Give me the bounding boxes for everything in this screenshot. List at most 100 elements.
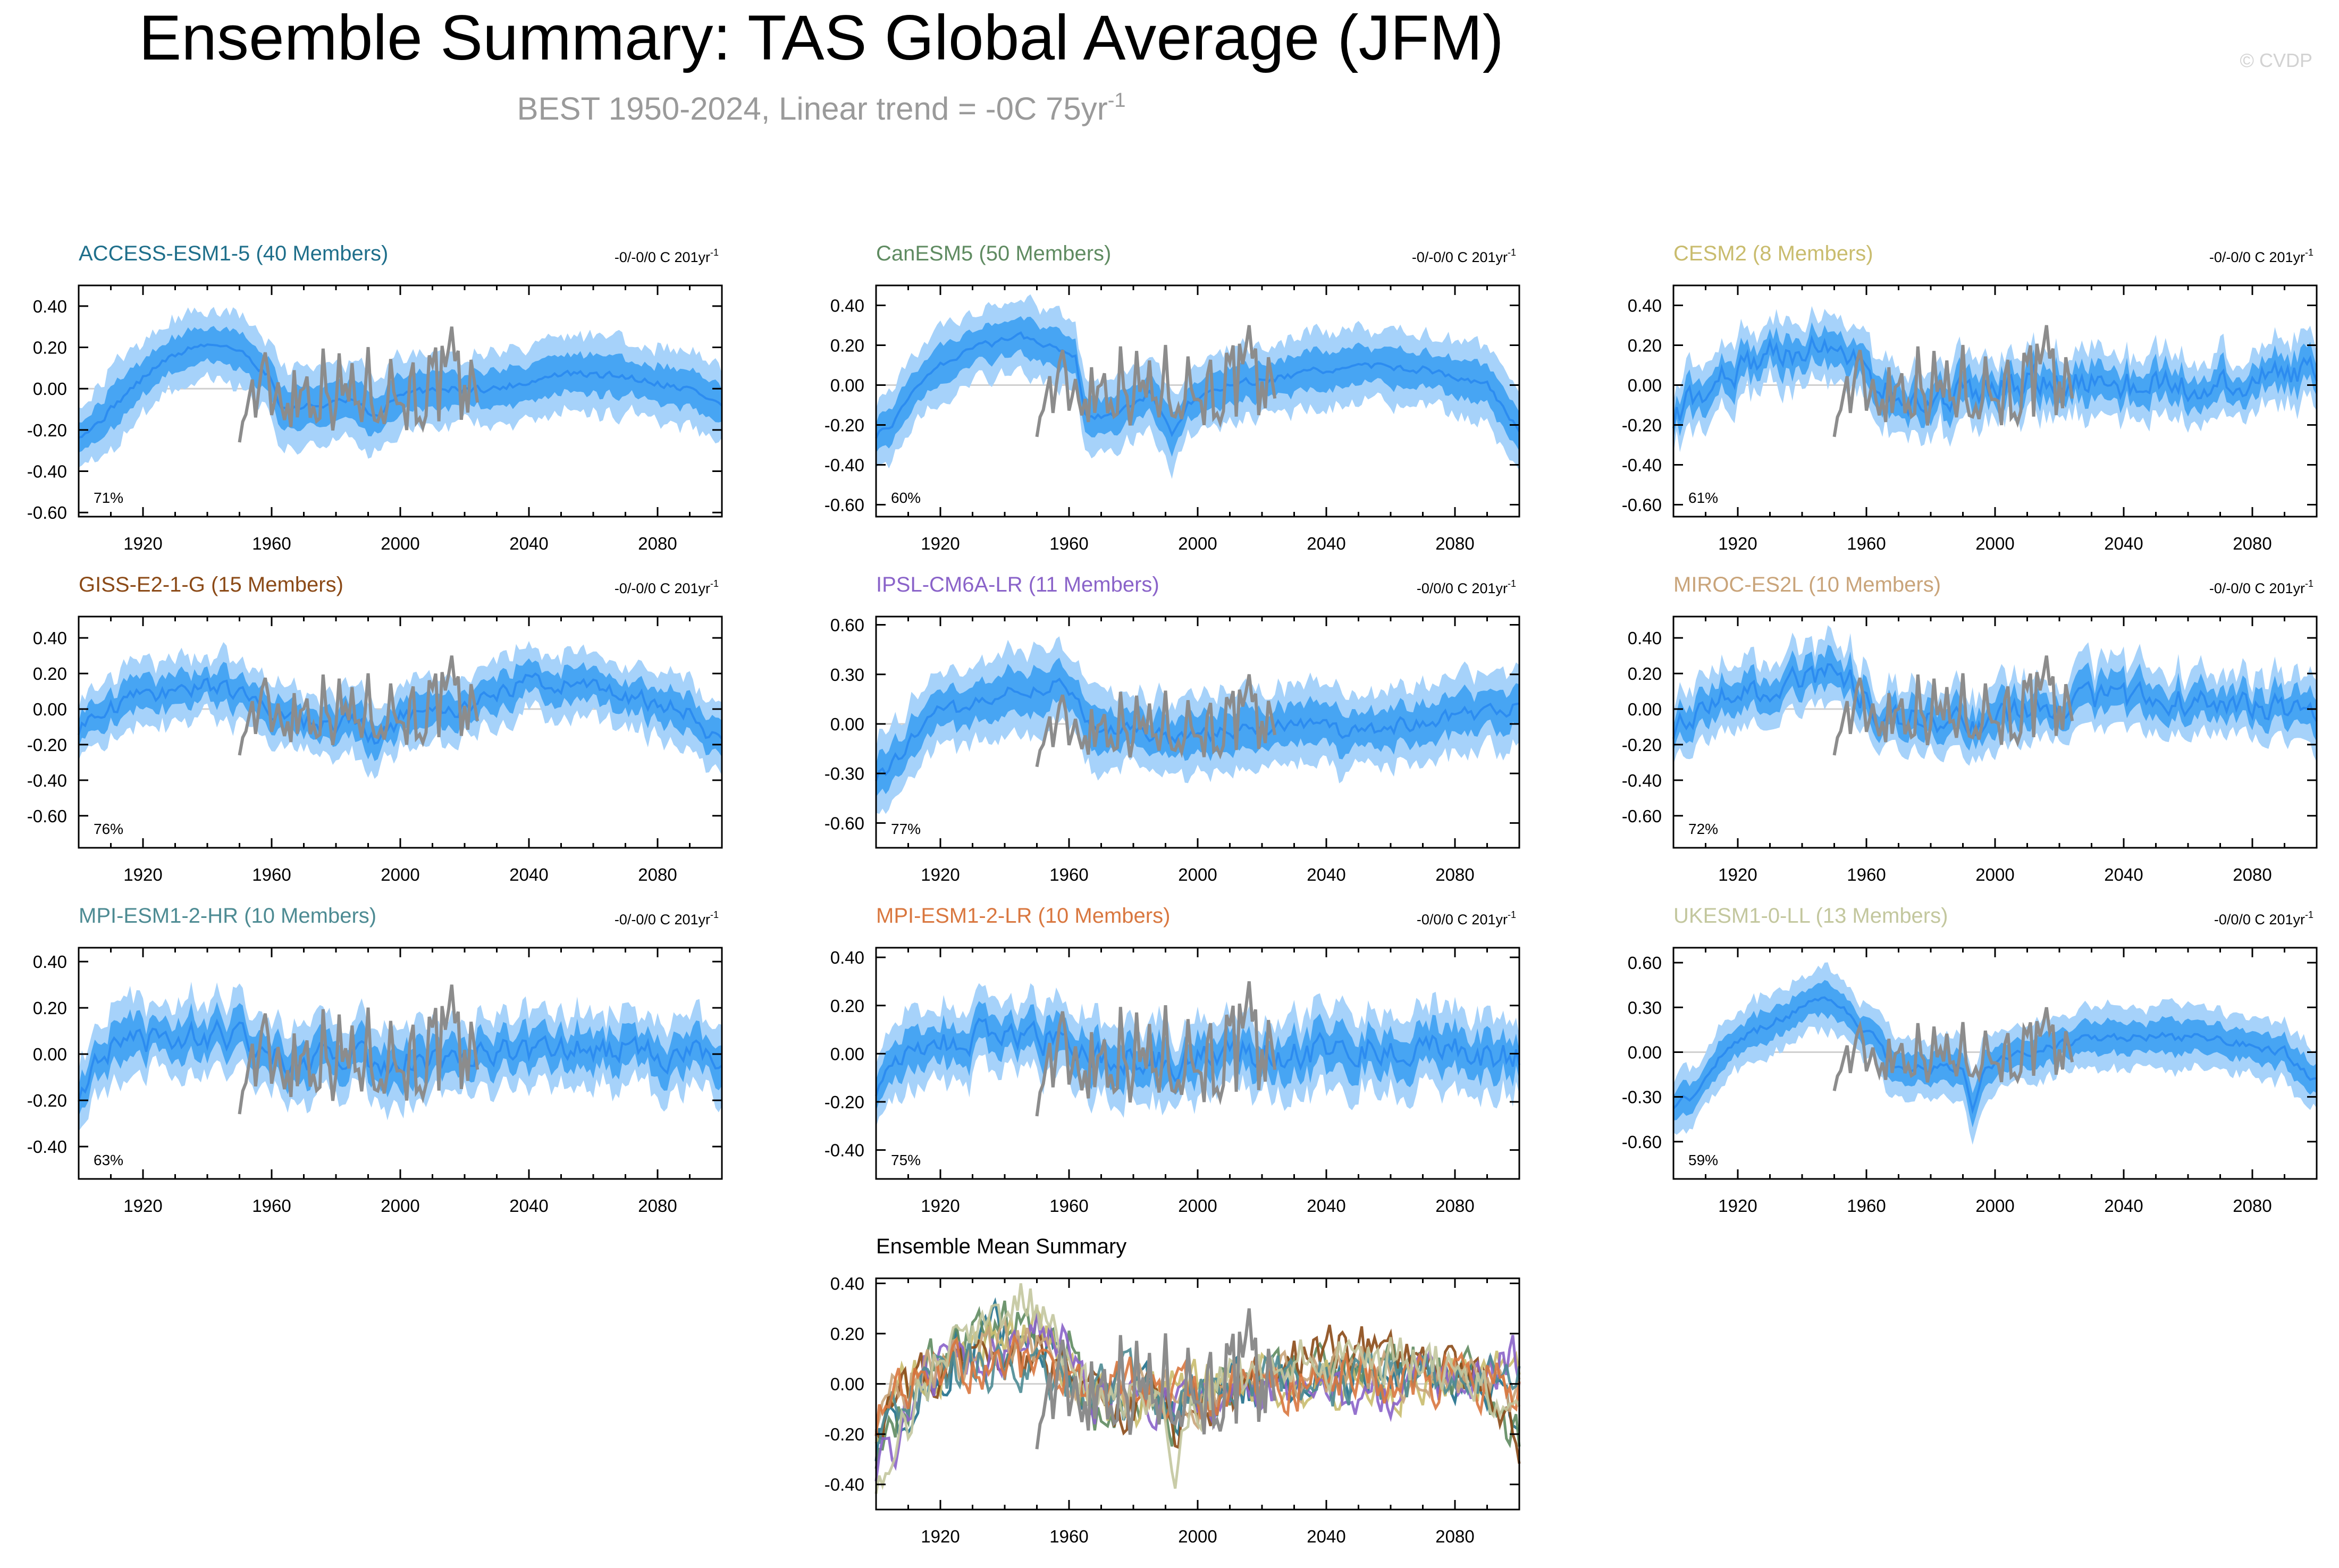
x-axis: 1920 1960 2000 2040 2080 bbox=[78, 948, 723, 1216]
percent-label: 61% bbox=[1688, 490, 1718, 506]
y-tick-label: 0.00 bbox=[1628, 1042, 1662, 1062]
trend-label: -0/-0/0 C 201yr-1 bbox=[615, 909, 719, 928]
panel-title: Ensemble Mean Summary bbox=[876, 1235, 1126, 1258]
x-tick-label: 2080 bbox=[2233, 534, 2271, 553]
y-tick-label: -0.60 bbox=[1622, 495, 1662, 515]
y-tick-label: 0.30 bbox=[1628, 998, 1662, 1017]
x-axis: 1920 1960 2000 2040 2080 bbox=[78, 617, 723, 884]
panel-title: IPSL-CM6A-LR (11 Members) bbox=[876, 573, 1159, 596]
observations-line bbox=[1035, 674, 1277, 768]
x-tick-label: 2040 bbox=[509, 534, 548, 553]
percent-label: 71% bbox=[94, 490, 123, 506]
ensemble-iqr-band bbox=[876, 657, 1519, 797]
x-tick-label: 1920 bbox=[123, 534, 162, 553]
y-tick-label: -0.40 bbox=[824, 1141, 864, 1160]
x-tick-label: 1920 bbox=[921, 1196, 960, 1216]
x-tick-label: 2040 bbox=[1307, 865, 1345, 884]
panel-title: GISS-E2-1-G (15 Members) bbox=[79, 573, 343, 596]
panel-title: ACCESS-ESM1-5 (40 Members) bbox=[79, 242, 388, 265]
y-tick-label: -0.40 bbox=[27, 771, 67, 790]
chart-panel: 0.60 0.30 0.00 -0.30 -0.60 1920 1960 2000 2040 20… bbox=[1622, 904, 2318, 1216]
ensemble-iqr-band bbox=[1673, 322, 2317, 441]
panel-title: MPI-ESM1-2-LR (10 Members) bbox=[876, 904, 1170, 928]
y-tick-label: -0.40 bbox=[1622, 771, 1662, 790]
y-axis: 0.40 0.20 0.00 -0.20 -0.40 -0.60 bbox=[1622, 296, 2317, 515]
y-axis: 0.40 0.20 0.00 -0.20 -0.40 -0.60 bbox=[27, 297, 722, 522]
observations-line bbox=[1832, 1007, 2074, 1091]
x-tick-label: 2040 bbox=[1307, 534, 1345, 553]
y-tick-label: -0.60 bbox=[1622, 1132, 1662, 1152]
y-tick-label: -0.20 bbox=[824, 416, 864, 435]
x-tick-label: 1920 bbox=[1718, 534, 1757, 553]
x-tick-label: 1920 bbox=[921, 865, 960, 884]
x-tick-label: 2040 bbox=[509, 865, 548, 884]
y-tick-label: -0.20 bbox=[824, 1424, 864, 1444]
y-tick-label: -0.40 bbox=[27, 462, 67, 482]
observations-line bbox=[1035, 1308, 1277, 1449]
trend-label: -0/-0/0 C 201yr-1 bbox=[1412, 247, 1516, 265]
y-axis: 0.40 0.20 0.00 -0.20 -0.40 -0.60 bbox=[1622, 628, 2317, 826]
x-tick-label: 2080 bbox=[638, 865, 677, 884]
x-tick-label: 2040 bbox=[2104, 534, 2143, 553]
y-tick-label: 0.20 bbox=[830, 336, 864, 356]
x-tick-label: 2000 bbox=[1975, 1196, 2014, 1216]
observations-line bbox=[1035, 981, 1277, 1117]
x-tick-label: 2040 bbox=[2104, 865, 2143, 884]
x-axis: 1920 1960 2000 2040 2080 bbox=[1672, 948, 2318, 1216]
percent-label: 60% bbox=[891, 490, 921, 506]
ensemble-mean-line bbox=[875, 677, 1520, 781]
trend-label: -0/-0/0 C 201yr-1 bbox=[615, 578, 719, 596]
percent-label: 72% bbox=[1688, 821, 1718, 837]
ensemble-mean-line bbox=[1672, 334, 2318, 428]
percent-label: 77% bbox=[891, 821, 921, 837]
x-tick-label: 2080 bbox=[638, 1196, 677, 1216]
x-axis: 1920 1960 2000 2040 2080 bbox=[875, 617, 1520, 884]
y-tick-label: 0.20 bbox=[1628, 664, 1662, 684]
y-tick-label: -0.20 bbox=[1622, 735, 1662, 755]
x-axis: 1920 1960 2000 2040 2080 bbox=[1672, 285, 2318, 553]
observations-line bbox=[1832, 655, 2074, 756]
y-axis: 0.40 0.20 0.00 -0.20 -0.40 -0.60 bbox=[824, 296, 1519, 515]
trend-label: -0/0/0 C 201yr-1 bbox=[1417, 909, 1516, 928]
x-tick-label: 2000 bbox=[381, 534, 419, 553]
copyright-label: © CVDP bbox=[2240, 49, 2312, 71]
y-tick-label: -0.20 bbox=[27, 420, 67, 440]
y-tick-label: 0.40 bbox=[33, 297, 67, 316]
x-tick-label: 1960 bbox=[252, 534, 291, 553]
y-tick-label: 0.30 bbox=[830, 665, 864, 685]
y-axis: 0.40 0.20 0.00 -0.20 -0.40 bbox=[27, 952, 722, 1157]
x-axis: 1920 1960 2000 2040 2080 bbox=[875, 948, 1520, 1216]
x-tick-label: 1960 bbox=[1049, 534, 1088, 553]
x-tick-label: 2000 bbox=[1178, 865, 1217, 884]
y-tick-label: 0.60 bbox=[830, 616, 864, 635]
y-tick-label: 0.60 bbox=[1628, 953, 1662, 973]
ensemble-mean-line bbox=[78, 672, 723, 745]
chart-panel: 0.40 0.20 0.00 -0.20 -0.40 -0.60 1920 1960 2000 2… bbox=[1622, 573, 2318, 884]
percent-label: 63% bbox=[94, 1152, 123, 1168]
trend-label: -0/-0/0 C 201yr-1 bbox=[2209, 247, 2313, 265]
x-tick-label: 1920 bbox=[1718, 865, 1757, 884]
y-tick-label: 0.00 bbox=[830, 1375, 864, 1394]
observations-line bbox=[238, 984, 479, 1115]
y-tick-label: 0.00 bbox=[830, 1044, 864, 1064]
percent-label: 59% bbox=[1688, 1152, 1718, 1168]
x-tick-label: 2080 bbox=[2233, 1196, 2271, 1216]
x-tick-label: 2080 bbox=[1435, 1196, 1474, 1216]
x-axis: 1920 1960 2000 2040 2080 bbox=[78, 285, 723, 553]
y-tick-label: -0.60 bbox=[27, 806, 67, 826]
y-tick-label: 0.40 bbox=[1628, 296, 1662, 316]
x-axis: 1920 1960 2000 2040 2080 bbox=[1672, 617, 2318, 884]
y-tick-label: 0.20 bbox=[1628, 336, 1662, 356]
figure-subtitle-main: BEST 1950-2024, Linear trend = -0C 75yr bbox=[517, 91, 1107, 127]
chart-panel: 0.60 0.30 0.00 -0.30 -0.60 1920 1960 2000 2040 20… bbox=[824, 573, 1520, 884]
y-tick-label: 0.00 bbox=[1628, 376, 1662, 395]
y-tick-label: 0.40 bbox=[830, 1274, 864, 1293]
y-tick-label: 0.40 bbox=[33, 952, 67, 972]
x-tick-label: 1920 bbox=[123, 865, 162, 884]
model-mean-line bbox=[874, 1283, 1521, 1494]
chart-panel: 0.40 0.20 0.00 -0.20 -0.40 -0.60 1920 1960 2000 2… bbox=[27, 242, 723, 553]
figure-subtitle-sup: -1 bbox=[1108, 89, 1126, 112]
y-tick-label: -0.20 bbox=[1622, 416, 1662, 435]
x-tick-label: 2040 bbox=[1307, 1196, 1345, 1216]
x-tick-label: 1960 bbox=[252, 1196, 291, 1216]
